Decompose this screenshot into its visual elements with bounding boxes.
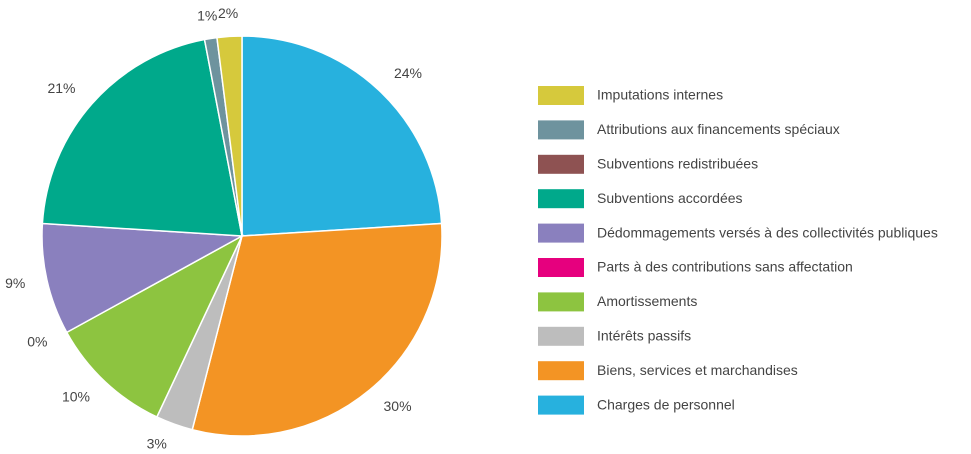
pie-slice bbox=[65, 234, 244, 418]
legend-label: Biens, services et marchandises bbox=[597, 362, 798, 378]
legend-label: Amortissements bbox=[597, 293, 697, 309]
legend-swatch bbox=[538, 223, 584, 243]
slice-label: 2% bbox=[218, 5, 238, 21]
legend-label: Subventions accordées bbox=[597, 190, 743, 206]
legend-swatch bbox=[538, 154, 584, 174]
slice-label: 1% bbox=[197, 7, 217, 23]
slice-label: 9% bbox=[5, 275, 25, 291]
legend-label: Subventions redistribuées bbox=[597, 156, 758, 172]
pie-slice bbox=[41, 222, 245, 334]
legend-swatch bbox=[538, 258, 584, 277]
legend-label: Imputations internes bbox=[597, 87, 723, 103]
legend-label: Dédommagements versés à des collectivité… bbox=[597, 224, 938, 240]
legend-swatch bbox=[538, 395, 584, 415]
pie-slice bbox=[216, 35, 243, 237]
legend-swatch bbox=[538, 361, 584, 381]
legend-swatch bbox=[538, 189, 584, 209]
slice-label: 30% bbox=[384, 398, 412, 414]
slice-label: 10% bbox=[62, 389, 90, 405]
legend-swatch bbox=[538, 120, 584, 140]
pie-slice bbox=[241, 35, 443, 237]
legend-label: Intérêts passifs bbox=[597, 328, 691, 344]
slice-label: 24% bbox=[394, 65, 422, 81]
legend-label: Charges de personnel bbox=[597, 396, 735, 412]
legend-swatch bbox=[538, 292, 584, 312]
pie-slice bbox=[41, 38, 243, 237]
pie-slice bbox=[191, 222, 443, 437]
slice-label: 21% bbox=[47, 80, 75, 96]
legend-swatch bbox=[538, 326, 584, 346]
legend-label: Parts à des contributions sans affectati… bbox=[597, 259, 853, 275]
slice-label: 0% bbox=[27, 334, 47, 350]
legend-label: Attributions aux financements spéciaux bbox=[597, 121, 840, 137]
slice-label: 3% bbox=[147, 436, 167, 452]
legend-swatch bbox=[538, 86, 584, 105]
